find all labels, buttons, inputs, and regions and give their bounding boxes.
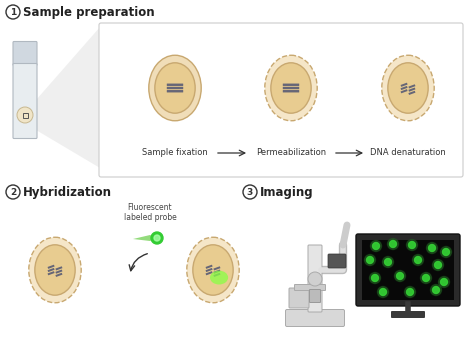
Circle shape — [151, 232, 163, 244]
FancyBboxPatch shape — [213, 269, 220, 274]
Ellipse shape — [35, 245, 75, 295]
Text: Fluorescent
labeled probe: Fluorescent labeled probe — [124, 203, 176, 222]
Circle shape — [6, 5, 20, 19]
FancyBboxPatch shape — [285, 309, 345, 326]
Circle shape — [427, 243, 438, 254]
Text: 2: 2 — [10, 187, 16, 197]
Circle shape — [409, 241, 416, 248]
Circle shape — [384, 258, 392, 266]
Circle shape — [371, 240, 382, 252]
FancyBboxPatch shape — [401, 89, 408, 93]
Ellipse shape — [271, 63, 311, 113]
Ellipse shape — [149, 55, 201, 121]
FancyBboxPatch shape — [167, 87, 183, 89]
FancyBboxPatch shape — [283, 90, 299, 92]
Circle shape — [428, 245, 436, 252]
Ellipse shape — [388, 63, 428, 113]
Text: Imaging: Imaging — [260, 186, 314, 198]
Circle shape — [394, 270, 405, 282]
FancyBboxPatch shape — [310, 289, 320, 303]
FancyBboxPatch shape — [289, 288, 309, 308]
Circle shape — [366, 256, 374, 264]
Circle shape — [414, 256, 421, 264]
Ellipse shape — [17, 107, 33, 123]
Circle shape — [412, 255, 423, 266]
Circle shape — [308, 272, 322, 286]
Ellipse shape — [265, 55, 317, 121]
Circle shape — [380, 288, 386, 296]
FancyBboxPatch shape — [409, 88, 415, 92]
Circle shape — [373, 243, 380, 249]
Circle shape — [370, 273, 381, 284]
FancyBboxPatch shape — [206, 265, 212, 269]
Circle shape — [365, 255, 375, 266]
Circle shape — [407, 288, 413, 296]
FancyBboxPatch shape — [213, 266, 220, 270]
Circle shape — [377, 286, 389, 297]
FancyBboxPatch shape — [391, 311, 425, 318]
Ellipse shape — [155, 63, 195, 113]
FancyBboxPatch shape — [47, 268, 55, 272]
FancyBboxPatch shape — [328, 254, 346, 268]
Ellipse shape — [210, 270, 228, 285]
FancyBboxPatch shape — [55, 266, 63, 270]
FancyBboxPatch shape — [308, 245, 322, 312]
Circle shape — [388, 238, 399, 249]
Circle shape — [154, 235, 160, 241]
Circle shape — [390, 240, 396, 247]
Text: 1: 1 — [10, 8, 16, 17]
FancyBboxPatch shape — [409, 91, 415, 95]
FancyBboxPatch shape — [409, 84, 415, 88]
Ellipse shape — [193, 245, 233, 295]
Circle shape — [443, 248, 449, 256]
FancyBboxPatch shape — [401, 83, 408, 87]
Ellipse shape — [29, 237, 81, 303]
Circle shape — [420, 273, 431, 284]
Text: Hybridization: Hybridization — [23, 186, 112, 198]
Text: Sample preparation: Sample preparation — [23, 6, 155, 19]
Circle shape — [422, 275, 429, 282]
FancyBboxPatch shape — [167, 83, 183, 86]
FancyBboxPatch shape — [47, 265, 55, 269]
Circle shape — [396, 273, 403, 279]
FancyBboxPatch shape — [356, 234, 460, 306]
FancyBboxPatch shape — [99, 23, 463, 177]
Text: DNA denaturation: DNA denaturation — [370, 148, 446, 157]
FancyBboxPatch shape — [13, 63, 37, 138]
Circle shape — [435, 262, 441, 268]
Circle shape — [440, 278, 447, 286]
Polygon shape — [36, 27, 100, 168]
Circle shape — [243, 185, 257, 199]
FancyBboxPatch shape — [283, 87, 299, 89]
FancyBboxPatch shape — [401, 86, 408, 90]
Circle shape — [407, 239, 418, 250]
Circle shape — [383, 256, 393, 267]
Text: Permeabilization: Permeabilization — [256, 148, 326, 157]
FancyBboxPatch shape — [362, 240, 454, 300]
FancyBboxPatch shape — [213, 273, 220, 277]
Circle shape — [6, 185, 20, 199]
FancyBboxPatch shape — [206, 268, 212, 272]
Circle shape — [372, 275, 379, 282]
Polygon shape — [133, 235, 157, 241]
Circle shape — [440, 246, 452, 257]
FancyBboxPatch shape — [283, 83, 299, 86]
FancyBboxPatch shape — [47, 271, 55, 275]
Text: 3: 3 — [247, 187, 253, 197]
Circle shape — [438, 276, 449, 287]
Circle shape — [430, 285, 441, 296]
FancyBboxPatch shape — [13, 41, 37, 66]
FancyBboxPatch shape — [294, 285, 326, 290]
Ellipse shape — [382, 55, 434, 121]
Circle shape — [432, 286, 439, 294]
FancyBboxPatch shape — [167, 90, 183, 92]
Ellipse shape — [187, 237, 239, 303]
FancyBboxPatch shape — [55, 269, 63, 274]
FancyBboxPatch shape — [55, 273, 63, 277]
Text: Sample fixation: Sample fixation — [142, 148, 208, 157]
FancyBboxPatch shape — [206, 271, 212, 275]
Circle shape — [404, 286, 416, 297]
Circle shape — [432, 259, 444, 270]
